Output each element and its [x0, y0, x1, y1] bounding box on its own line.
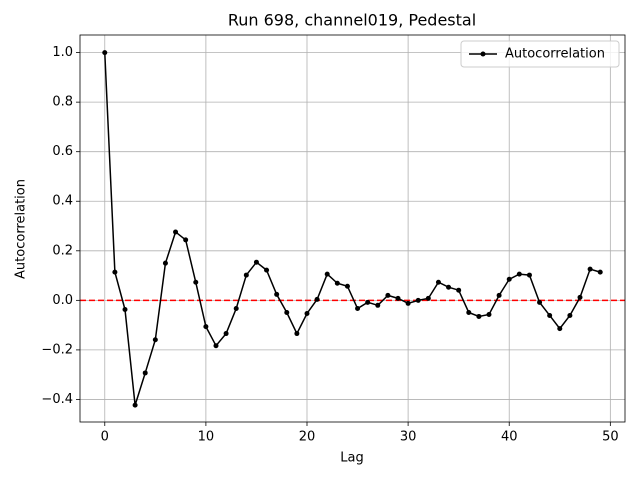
data-point — [304, 310, 310, 316]
data-point — [132, 402, 138, 408]
data-point — [486, 311, 492, 317]
data-point — [547, 312, 553, 318]
data-point — [162, 260, 168, 266]
data-point — [122, 307, 128, 313]
data-point — [577, 294, 583, 300]
data-point — [587, 266, 593, 272]
data-point — [435, 279, 441, 285]
data-point — [365, 299, 371, 305]
data-point — [142, 370, 148, 376]
data-point — [223, 331, 229, 337]
data-point — [506, 276, 512, 282]
data-point — [274, 291, 280, 297]
data-point — [324, 271, 330, 277]
x-tick-label: 50 — [602, 430, 619, 445]
y-tick-label: −0.4 — [41, 392, 73, 407]
legend-label: Autocorrelation — [505, 47, 605, 62]
data-point — [193, 279, 199, 285]
data-point — [375, 302, 381, 308]
data-point — [385, 292, 391, 298]
y-tick-label: 0.2 — [52, 243, 73, 258]
data-point — [344, 283, 350, 289]
data-point — [112, 269, 118, 275]
data-point — [415, 297, 421, 303]
data-point — [395, 295, 401, 301]
data-point — [183, 237, 189, 243]
data-point — [243, 272, 249, 278]
data-point — [466, 309, 472, 315]
data-point — [526, 272, 532, 278]
legend-box — [460, 40, 620, 68]
y-axis-label: Autocorrelation — [14, 179, 29, 279]
y-tick-label: 0.4 — [52, 194, 73, 209]
data-point — [476, 313, 482, 319]
data-point — [516, 271, 522, 277]
x-tick-label: 20 — [299, 430, 316, 445]
y-tick-label: 0.0 — [52, 293, 73, 308]
axes-frame — [79, 34, 626, 423]
data-point — [213, 343, 219, 349]
data-point — [567, 312, 573, 318]
data-line — [104, 52, 601, 406]
data-point — [294, 331, 300, 337]
y-tick-label: 1.0 — [52, 45, 73, 60]
data-point — [456, 287, 462, 293]
data-point — [203, 324, 209, 330]
data-point — [355, 306, 361, 312]
data-point — [233, 306, 239, 312]
data-point — [537, 299, 543, 305]
y-tick-label: 0.8 — [52, 95, 73, 110]
chart-title: Run 698, channel019, Pedestal — [228, 11, 476, 30]
data-point — [152, 337, 158, 343]
data-point — [173, 229, 179, 235]
data-point — [264, 267, 270, 273]
data-point — [102, 50, 108, 56]
data-point — [496, 292, 502, 298]
legend-marker — [480, 51, 486, 57]
data-point — [284, 309, 290, 315]
y-tick-label: −0.2 — [41, 342, 73, 357]
x-tick-label: 40 — [501, 430, 518, 445]
x-tick-label: 10 — [198, 430, 215, 445]
data-point — [253, 259, 259, 265]
data-point — [425, 295, 431, 301]
data-point — [314, 296, 320, 302]
data-point — [334, 280, 340, 286]
x-axis-label: Lag — [340, 451, 363, 466]
data-point — [446, 284, 452, 290]
data-point — [557, 326, 563, 332]
data-point — [597, 269, 603, 275]
x-tick-label: 30 — [400, 430, 417, 445]
y-tick-label: 0.6 — [52, 144, 73, 159]
data-point — [405, 300, 411, 306]
x-tick-label: 0 — [101, 430, 109, 445]
